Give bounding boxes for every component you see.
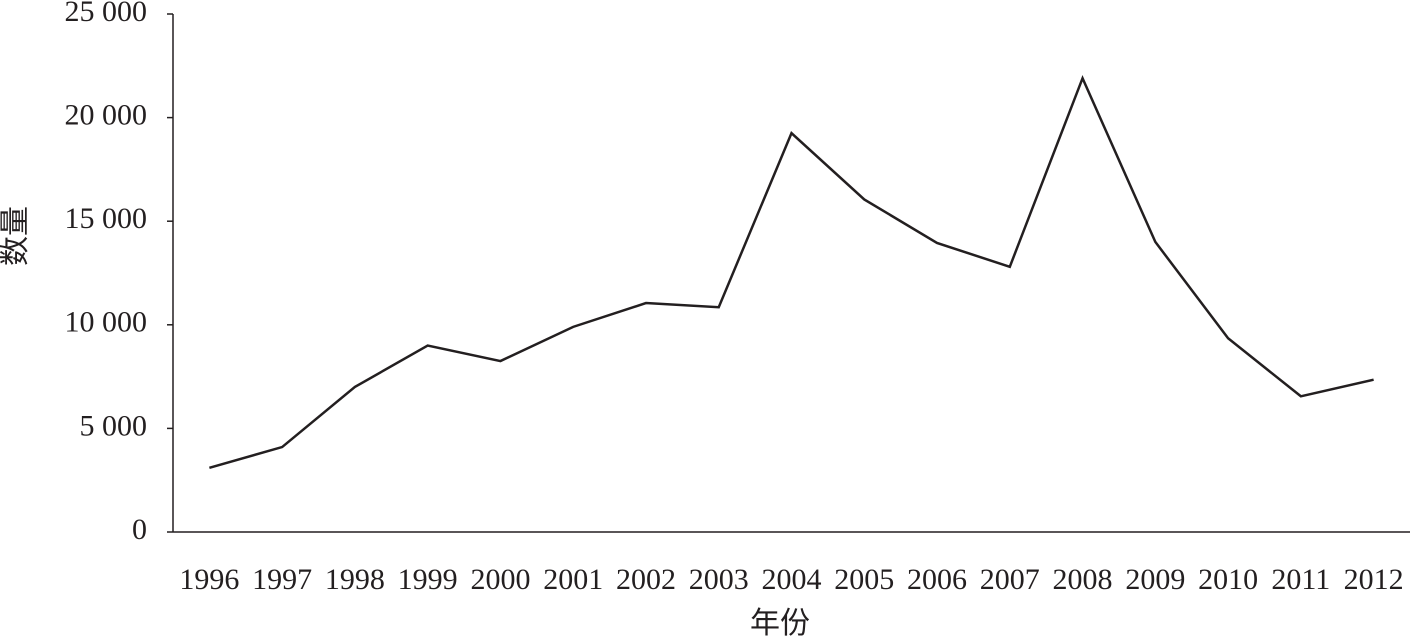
x-tick-label: 2003 [689, 563, 749, 596]
x-tick-label: 2011 [1271, 563, 1330, 596]
x-tick-label: 2012 [1344, 563, 1404, 596]
y-tick-label: 5 000 [80, 409, 148, 442]
x-tick-label: 1999 [398, 563, 458, 596]
y-axis-label: 数量 [0, 206, 32, 266]
y-tick-label: 20 000 [65, 98, 148, 131]
x-tick-label: 1996 [179, 563, 239, 596]
x-tick-label: 1998 [325, 563, 385, 596]
x-tick-label: 2002 [616, 563, 676, 596]
x-tick-label: 2008 [1053, 563, 1113, 596]
x-tick-label: 2009 [1125, 563, 1185, 596]
data-line [209, 74, 1374, 469]
x-tick-label: 2007 [980, 563, 1040, 596]
x-tick-label: 2010 [1198, 563, 1258, 596]
y-tick-label: 25 000 [65, 0, 148, 28]
x-tick-label: 1997 [252, 563, 312, 596]
x-tick-label: 2006 [907, 563, 967, 596]
x-tick-label: 2004 [762, 563, 822, 596]
x-tick-label: 2000 [470, 563, 530, 596]
y-tick-label: 15 000 [65, 202, 148, 235]
x-axis-label: 年份 [750, 607, 810, 640]
y-tick-label: 10 000 [65, 306, 148, 339]
y-tick-label: 0 [132, 513, 147, 546]
x-tick-label: 2001 [543, 563, 603, 596]
x-tick-label: 2005 [834, 563, 894, 596]
